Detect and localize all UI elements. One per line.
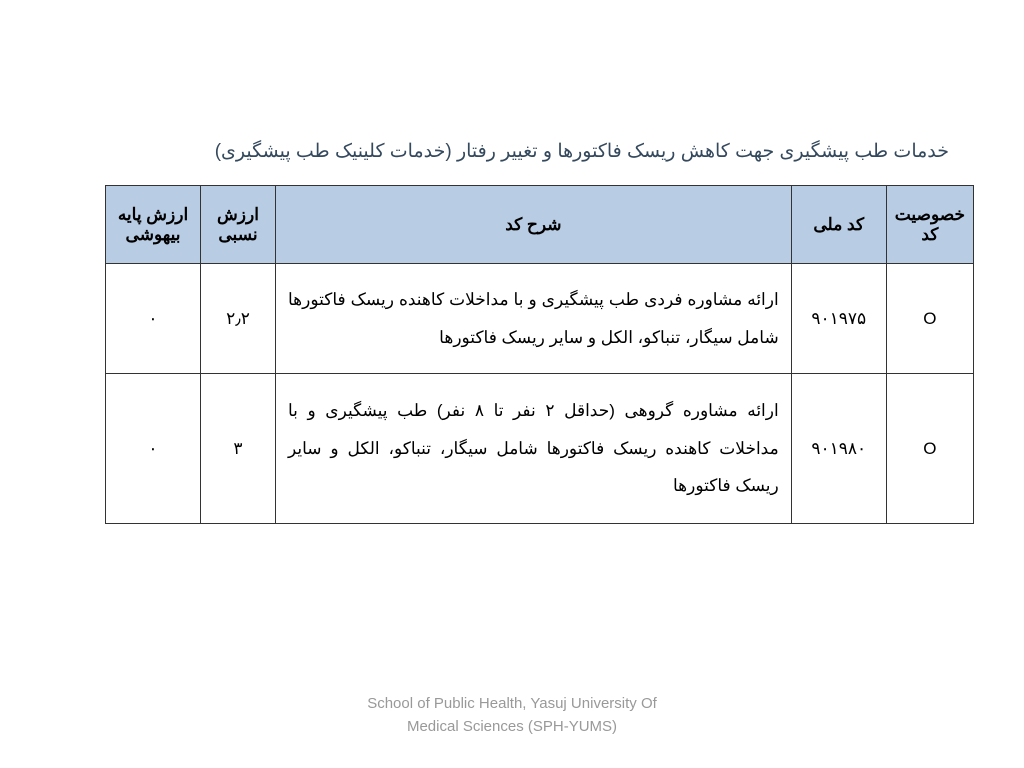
cell-specificity: O <box>886 264 973 374</box>
services-table: خصوصیت کد کد ملی شرح کد ارزش نسبی ارزش پ… <box>105 185 974 524</box>
cell-base-anesthesia: ۰ <box>106 264 201 374</box>
footer-line-2: Medical Sciences (SPH-YUMS) <box>0 716 1024 739</box>
document-title: خدمات طب پیشگیری جهت کاهش ریسک فاکتورها … <box>105 140 974 163</box>
table-header-row: خصوصیت کد کد ملی شرح کد ارزش نسبی ارزش پ… <box>106 186 974 264</box>
document-content: خدمات طب پیشگیری جهت کاهش ریسک فاکتورها … <box>0 0 1024 524</box>
cell-relative-value: ۲٫۲ <box>201 264 276 374</box>
header-specificity: خصوصیت کد <box>886 186 973 264</box>
cell-relative-value: ۳ <box>201 374 276 524</box>
cell-national-code: ۹۰۱۹۷۵ <box>791 264 886 374</box>
cell-base-anesthesia: ۰ <box>106 374 201 524</box>
footer: School of Public Health, Yasuj Universit… <box>0 693 1024 738</box>
table-row: O ۹۰۱۹۸۰ ارائه مشاوره گروهی (حداقل ۲ نفر… <box>106 374 974 524</box>
table-row: O ۹۰۱۹۷۵ ارائه مشاوره فردی طب پیشگیری و … <box>106 264 974 374</box>
header-relative-value: ارزش نسبی <box>201 186 276 264</box>
cell-description: ارائه مشاوره گروهی (حداقل ۲ نفر تا ۸ نفر… <box>276 374 792 524</box>
cell-national-code: ۹۰۱۹۸۰ <box>791 374 886 524</box>
header-national-code: کد ملی <box>791 186 886 264</box>
header-base-anesthesia: ارزش پایه بیهوشی <box>106 186 201 264</box>
header-description: شرح کد <box>276 186 792 264</box>
cell-description: ارائه مشاوره فردی طب پیشگیری و با مداخلا… <box>276 264 792 374</box>
footer-line-1: School of Public Health, Yasuj Universit… <box>0 693 1024 716</box>
cell-specificity: O <box>886 374 973 524</box>
